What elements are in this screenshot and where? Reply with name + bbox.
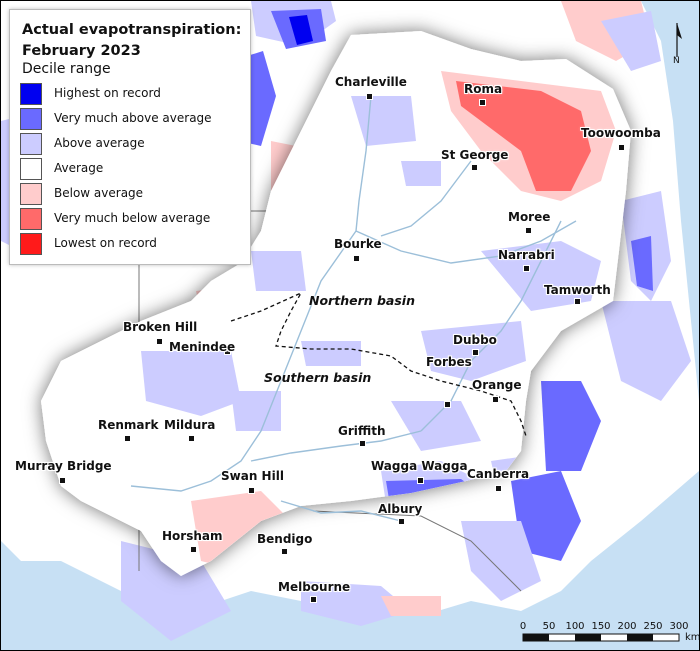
legend-label: Very much above average (54, 111, 212, 125)
town-label: Murray Bridge (15, 459, 112, 473)
town-marker (248, 487, 255, 494)
town-label: St George (441, 148, 509, 162)
north-arrow-label: N (673, 56, 680, 66)
town-marker (444, 401, 451, 408)
scale-tick-label: 150 (591, 621, 611, 632)
legend-swatch (20, 233, 42, 255)
scale-tick-label: 250 (643, 621, 663, 632)
town-marker (417, 477, 424, 484)
scale-bar (522, 633, 680, 642)
southern-basin-label: Southern basin (264, 370, 372, 385)
town-label: Griffith (338, 424, 386, 438)
legend-label: Average (54, 161, 104, 175)
scale-tick-label: 200 (617, 621, 637, 632)
town-label: Tamworth (544, 283, 611, 297)
legend-label: Lowest on record (54, 236, 157, 250)
town-label: Broken Hill (123, 320, 198, 334)
town-marker (472, 349, 479, 356)
town-marker (156, 338, 163, 345)
town-marker (281, 548, 288, 555)
legend-subtitle: Decile range (22, 61, 111, 77)
town-label: Toowoomba (581, 126, 661, 140)
town-label: Swan Hill (221, 469, 284, 483)
town-marker (471, 164, 478, 171)
town-label: Dubbo (453, 333, 497, 347)
town-marker (525, 227, 532, 234)
town-label: Narrabri (498, 248, 555, 262)
town-label: Mildura (164, 418, 216, 432)
town-marker (224, 348, 231, 355)
legend-label: Above average (54, 136, 145, 150)
legend-label: Highest on record (54, 86, 161, 100)
town-marker (124, 435, 131, 442)
north-arrow-icon (676, 23, 682, 57)
town-label: Forbes (426, 355, 472, 369)
scale-unit: km (685, 632, 700, 643)
town-label: Bourke (334, 237, 382, 251)
town-label: Orange (472, 378, 522, 392)
town-marker (353, 255, 360, 262)
scale-tick-label: 100 (565, 621, 585, 632)
legend-swatch (20, 183, 42, 205)
town-marker (366, 93, 373, 100)
legend-swatch (20, 83, 42, 105)
legend-title: Actual evapotranspiration: February 2023 (22, 22, 242, 59)
town-marker (574, 298, 581, 305)
legend-swatch (20, 108, 42, 130)
scale-tick-label: 300 (669, 621, 689, 632)
town-marker (479, 99, 486, 106)
scale-tick-label: 50 (542, 621, 556, 632)
town-label: Charleville (335, 75, 407, 89)
town-label: Albury (378, 502, 423, 516)
town-marker (495, 485, 502, 492)
town-marker (398, 518, 405, 525)
town-marker (359, 440, 366, 447)
legend-swatch (20, 208, 42, 230)
town-label: Roma (464, 82, 503, 96)
town-label: Menindee (169, 340, 236, 354)
legend-swatch (20, 133, 42, 155)
town-marker (190, 546, 197, 553)
legend-label: Very much below average (54, 211, 211, 225)
town-label: Moree (508, 210, 551, 224)
town-marker (492, 396, 499, 403)
town-marker (310, 596, 317, 603)
town-marker (523, 265, 530, 272)
town-label: Wagga Wagga (371, 459, 468, 473)
town-marker (618, 144, 625, 151)
legend-swatch (20, 158, 42, 180)
town-label: Horsham (162, 529, 223, 543)
scale-tick-label: 0 (519, 621, 527, 632)
town-marker (59, 477, 66, 484)
town-label: Melbourne (278, 580, 351, 594)
rivers (130, 95, 577, 522)
legend: Actual evapotranspiration: February 2023… (9, 9, 251, 265)
legend-label: Below average (54, 186, 144, 200)
town-marker (188, 435, 195, 442)
town-label: Renmark (98, 418, 159, 432)
town-label: Bendigo (257, 532, 313, 546)
town-label: Canberra (467, 467, 530, 481)
northern-basin-label: Northern basin (309, 293, 415, 308)
